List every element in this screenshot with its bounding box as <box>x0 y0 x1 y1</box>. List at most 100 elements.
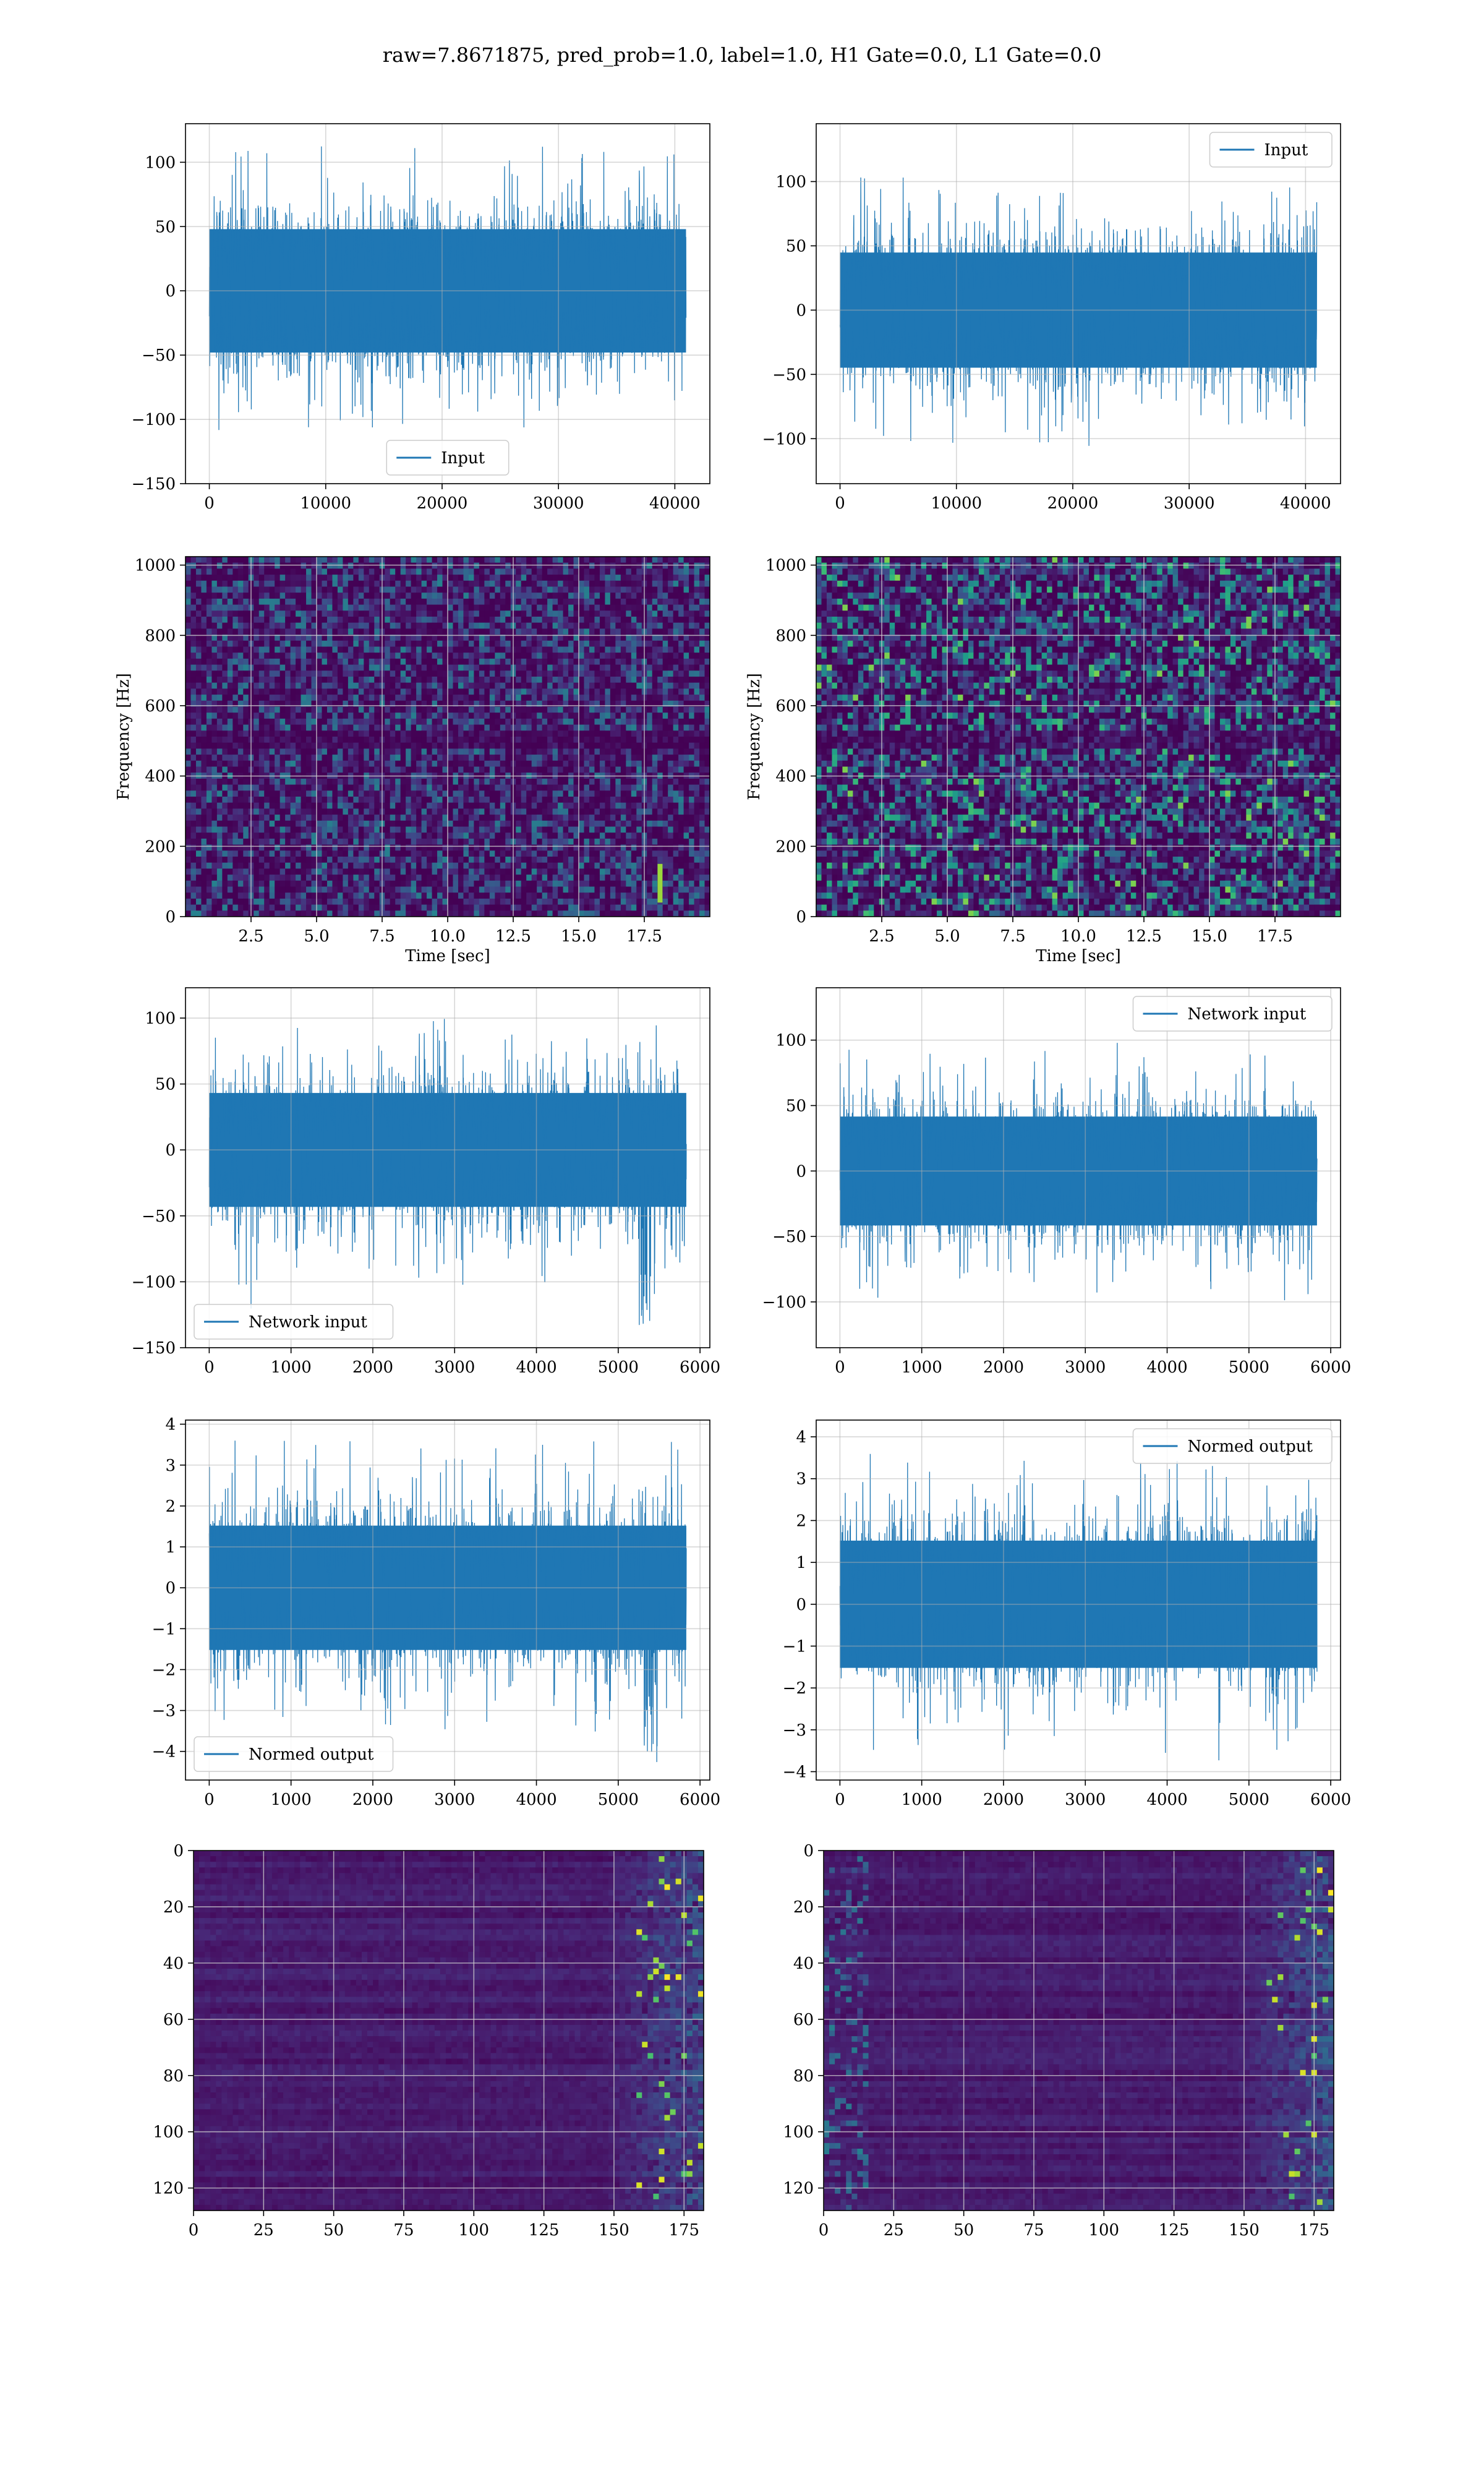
spectrogram-h1-ytick-label: 0 <box>165 908 176 927</box>
input-h1-plot-area <box>208 146 687 430</box>
spectrogram-l1-ytick-label: 800 <box>775 627 806 645</box>
input-h1-axes: 0 10000 20000 30000 40000 −150 −100 −50 0 50 100 In… <box>132 123 710 513</box>
spectrogram-l1-grid <box>816 557 1341 917</box>
feature-map-l1-xtick-label: 175 <box>1298 2221 1329 2240</box>
feature-map-l1-xtick-label: 0 <box>819 2221 829 2240</box>
feature-map-l1-xtick-label: 150 <box>1229 2221 1260 2240</box>
input-h1-ytick-label: −100 <box>132 411 176 429</box>
input-l1-axes: 0 10000 20000 30000 40000 −100 −50 0 50 100 Input <box>762 123 1341 513</box>
feature-map-l1-xtick-label: 75 <box>1023 2221 1044 2240</box>
input-l1-legend-label: Input <box>1264 141 1308 160</box>
normed-output-h1-legend-label: Normed output <box>249 1745 374 1764</box>
normed-output-l1-ytick-label: −4 <box>783 1763 806 1781</box>
spectrogram-l1-ylabel: Frequency [Hz] <box>745 673 764 800</box>
normed-output-l1-ytick-label: 2 <box>796 1512 806 1530</box>
feature-map-h1-xtick-label: 100 <box>458 2221 489 2240</box>
network-input-h1-ytick-label: 100 <box>145 1009 176 1028</box>
spectrogram-l1-axes: 2.5 5.0 7.5 10.0 12.5 15.0 17.5 0 200 400 600 800 10… <box>745 556 1341 965</box>
spectrogram-h1-ytick-label: 600 <box>145 697 176 716</box>
normed-output-l1-legend-label: Normed output <box>1188 1437 1313 1456</box>
network-input-l1-series-core <box>840 1116 1317 1226</box>
feature-map-l1-frame <box>823 1850 1334 2211</box>
input-l1-frame <box>816 123 1341 484</box>
input-h1-ytick-label: −150 <box>132 475 176 494</box>
feature-map-h1-xtick-label: 0 <box>189 2221 199 2240</box>
normed-output-l1-xtick-label: 3000 <box>1065 1791 1106 1809</box>
normed-output-l1-xtick-label: 4000 <box>1146 1791 1187 1809</box>
normed-output-l1-xtick-label: 1000 <box>902 1791 942 1809</box>
normed-output-h1-xtick-label: 4000 <box>516 1791 556 1809</box>
normed-output-h1-ytick-label: 4 <box>165 1416 176 1434</box>
feature-map-h1-frame <box>193 1850 704 2211</box>
spectrogram-l1-xlabel: Time [sec] <box>1036 947 1121 965</box>
input-h1-xtick-label: 30000 <box>533 494 584 513</box>
normed-output-l1-ytick-label: 3 <box>796 1470 806 1489</box>
feature-map-l1-xtick-label: 50 <box>953 2221 974 2240</box>
spectrogram-h1-ytick-label: 200 <box>145 837 176 856</box>
input-l1-ytick-label: −50 <box>772 366 806 384</box>
input-l1-grid <box>816 124 1341 484</box>
normed-output-h1-ytick-label: −4 <box>152 1743 176 1761</box>
feature-map-l1-xtick-label: 125 <box>1159 2221 1190 2240</box>
feature-map-h1-xtick-label: 125 <box>529 2221 560 2240</box>
feature-map-h1-ytick-label: 100 <box>153 2123 184 2142</box>
normed-output-h1-series-line <box>208 1440 687 1762</box>
spectrogram-h1-ylabel: Frequency [Hz] <box>114 673 133 800</box>
figure-title: raw=7.8671875, pred_prob=1.0, label=1.0,… <box>0 43 1484 67</box>
input-h1-xtick-label: 20000 <box>417 494 468 513</box>
normed-output-h1-xtick-label: 5000 <box>598 1791 639 1809</box>
network-input-l1-ytick-label: 100 <box>775 1032 806 1050</box>
input-l1-plot-area <box>839 177 1318 446</box>
feature-map-l1-xtick-label: 100 <box>1088 2221 1119 2240</box>
spectrogram-h1-frame <box>185 556 710 917</box>
network-input-l1-axes: 0 1000 2000 3000 4000 5000 6000 −100 −50 0 50 100 Ne… <box>762 987 1351 1377</box>
normed-output-l1-grid <box>816 1420 1341 1780</box>
network-input-h1-series-core <box>209 1093 686 1207</box>
feature-map-l1-plot-area <box>824 1851 1334 2211</box>
normed-output-h1-legend: Normed output <box>194 1736 394 1772</box>
input-l1-ytick-label: 100 <box>775 173 806 192</box>
feature-map-l1-axes: 0 25 50 75 100 125 150 175 0 20 40 60 80 100 120 <box>783 1842 1334 2240</box>
normed-output-h1-xtick-label: 2000 <box>352 1791 393 1809</box>
network-input-l1-ytick-label: 50 <box>786 1097 806 1115</box>
network-input-h1-xtick-label: 1000 <box>271 1358 312 1377</box>
spectrogram-h1-grid <box>186 557 710 917</box>
network-input-l1-xtick-label: 5000 <box>1229 1358 1269 1377</box>
input-l1-xtick-label: 30000 <box>1164 494 1215 513</box>
network-input-h1-grid <box>186 988 710 1348</box>
network-input-l1-plot-area <box>839 1043 1318 1301</box>
network-input-l1-xtick-label: 3000 <box>1065 1358 1106 1377</box>
feature-map-h1-xtick-label: 75 <box>393 2221 414 2240</box>
spectrogram-h1-xtick-label: 10.0 <box>430 927 466 946</box>
normed-output-h1-axes: 0 1000 2000 3000 4000 5000 6000 −4 −3 −2 −1 0 1 2 3 4 No… <box>152 1416 721 1809</box>
input-h1-grid <box>186 124 710 484</box>
network-input-l1-ytick-label: −100 <box>762 1293 806 1312</box>
spectrogram-l1-ytick-label: 400 <box>775 768 806 786</box>
network-input-h1-frame <box>185 987 710 1348</box>
input-h1-xtick-label: 40000 <box>649 494 701 513</box>
normed-output-h1-ytick-label: 3 <box>165 1457 176 1475</box>
normed-output-h1-ytick-label: 1 <box>165 1538 176 1557</box>
normed-output-l1-ytick-label: 1 <box>796 1554 806 1572</box>
input-h1-legend: Input <box>386 440 510 476</box>
spectrogram-l1-frame <box>816 556 1341 917</box>
input-h1-series-core <box>209 229 686 353</box>
input-h1-ytick-label: 0 <box>165 282 176 301</box>
feature-map-h1-ytick-label: 80 <box>163 2067 184 2086</box>
network-input-h1-xtick-label: 4000 <box>516 1358 556 1377</box>
network-input-l1-ytick-label: −50 <box>772 1228 806 1246</box>
input-h1-ytick-label: 50 <box>155 218 176 236</box>
spectrogram-h1-xlabel: Time [sec] <box>405 947 490 965</box>
input-h1-legend-label: Input <box>441 449 485 468</box>
input-h1-ytick-label: 100 <box>145 153 176 172</box>
network-input-h1-ytick-label: −50 <box>142 1207 176 1226</box>
feature-map-h1-xtick-label: 25 <box>254 2221 274 2240</box>
input-l1-ytick-label: 0 <box>796 301 806 320</box>
feature-map-h1-plot-area <box>194 1851 704 2211</box>
normed-output-h1-ytick-label: 0 <box>165 1579 176 1598</box>
network-input-h1-ytick-label: −150 <box>132 1339 176 1358</box>
feature-map-l1-ytick-label: 20 <box>793 1898 814 1917</box>
network-input-l1-legend: Network input <box>1132 996 1333 1032</box>
